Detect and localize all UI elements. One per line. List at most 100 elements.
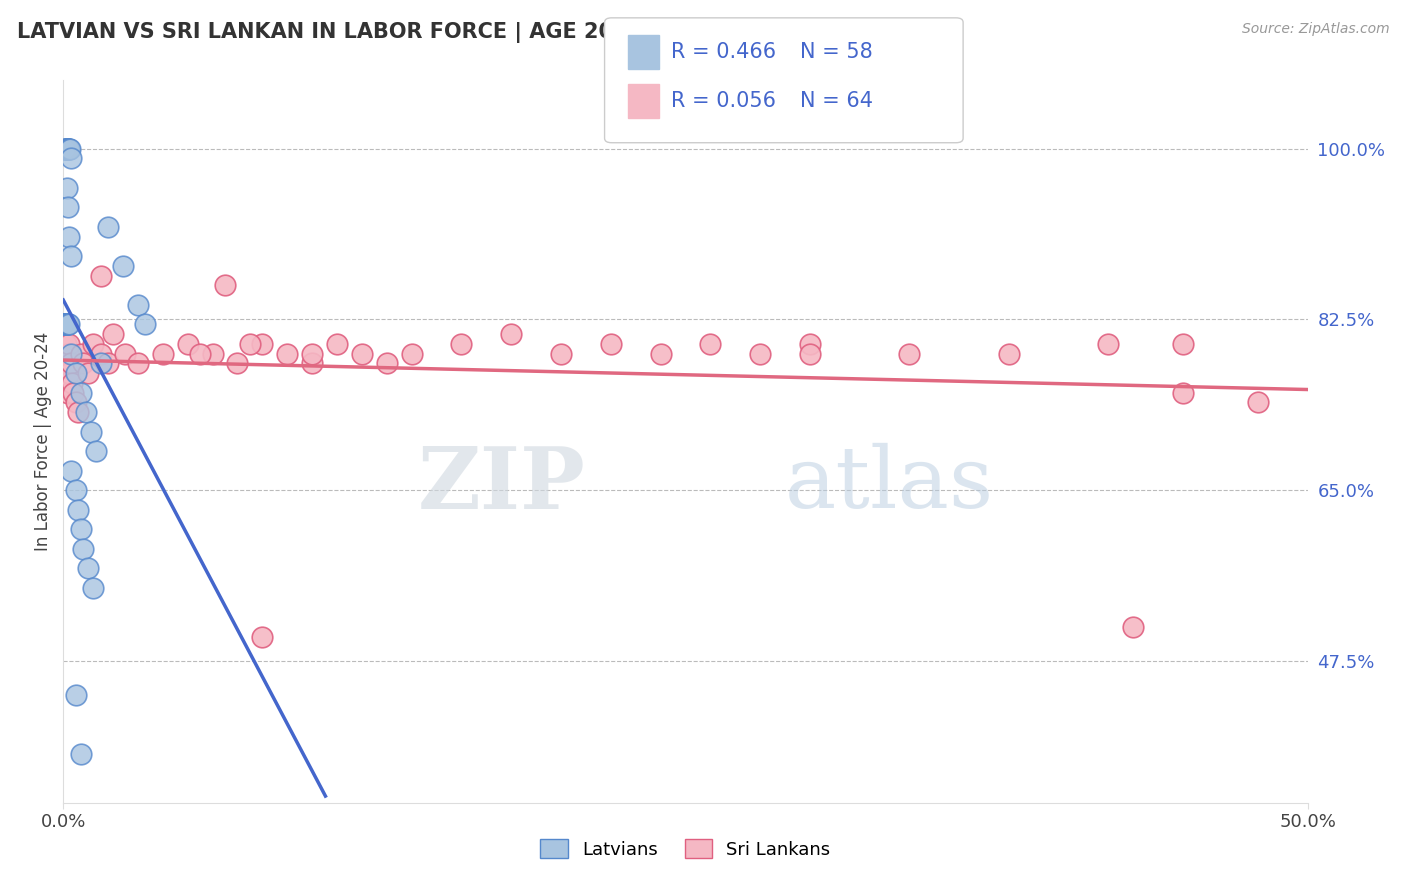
Sri Lankans [599, 337, 621, 351]
Sri Lankans [114, 346, 136, 360]
Sri Lankans [58, 337, 80, 351]
Latvians [55, 142, 77, 156]
Sri Lankans [1122, 620, 1144, 634]
Text: N = 64: N = 64 [800, 91, 873, 111]
Latvians [65, 483, 87, 498]
Text: atlas: atlas [785, 443, 994, 526]
Sri Lankans [72, 356, 94, 370]
Latvians [56, 180, 79, 194]
Latvians [53, 142, 76, 156]
Sri Lankans [898, 346, 921, 360]
Latvians [67, 503, 90, 517]
Latvians [55, 318, 77, 332]
Latvians [134, 318, 156, 332]
Sri Lankans [650, 346, 672, 360]
Latvians [53, 318, 76, 332]
Latvians [58, 142, 80, 156]
Sri Lankans [58, 346, 80, 360]
Sri Lankans [177, 337, 200, 351]
Sri Lankans [1173, 385, 1195, 400]
Latvians [53, 318, 76, 332]
Latvians [55, 318, 77, 332]
Latvians [59, 249, 82, 263]
Sri Lankans [69, 346, 91, 360]
Latvians [97, 219, 120, 234]
Sri Lankans [82, 337, 104, 351]
Latvians [77, 561, 100, 575]
Latvians [55, 142, 77, 156]
Sri Lankans [53, 376, 76, 390]
Sri Lankans [90, 346, 112, 360]
Sri Lankans [62, 385, 84, 400]
Text: Source: ZipAtlas.com: Source: ZipAtlas.com [1241, 22, 1389, 37]
Sri Lankans [301, 346, 323, 360]
Sri Lankans [101, 327, 124, 342]
Y-axis label: In Labor Force | Age 20-24: In Labor Force | Age 20-24 [34, 332, 52, 551]
Sri Lankans [127, 356, 149, 370]
Sri Lankans [65, 395, 87, 409]
Latvians [53, 318, 76, 332]
Sri Lankans [214, 278, 236, 293]
Sri Lankans [201, 346, 224, 360]
Latvians [60, 152, 83, 166]
Text: R = 0.466: R = 0.466 [671, 42, 776, 62]
Latvians [53, 318, 76, 332]
Latvians [65, 689, 87, 703]
Text: N = 58: N = 58 [800, 42, 873, 62]
Sri Lankans [53, 346, 76, 360]
Latvians [59, 464, 82, 478]
Sri Lankans [375, 356, 398, 370]
Latvians [59, 346, 82, 360]
Sri Lankans [501, 327, 523, 342]
Legend: Latvians, Sri Lankans: Latvians, Sri Lankans [533, 832, 838, 866]
Sri Lankans [67, 405, 90, 419]
Latvians [58, 318, 80, 332]
Sri Lankans [1097, 337, 1119, 351]
Sri Lankans [350, 346, 373, 360]
Sri Lankans [152, 346, 174, 360]
Latvians [127, 298, 149, 312]
Sri Lankans [60, 376, 83, 390]
Sri Lankans [252, 337, 274, 351]
Sri Lankans [55, 356, 77, 370]
Latvians [58, 142, 80, 156]
Latvians [53, 318, 76, 332]
Sri Lankans [90, 268, 112, 283]
Latvians [56, 142, 79, 156]
Latvians [56, 142, 79, 156]
Latvians [56, 318, 79, 332]
Latvians [111, 259, 134, 273]
Sri Lankans [55, 337, 77, 351]
Latvians [58, 142, 80, 156]
Sri Lankans [252, 630, 274, 644]
Latvians [65, 366, 87, 380]
Sri Lankans [56, 385, 79, 400]
Sri Lankans [998, 346, 1021, 360]
Latvians [53, 142, 76, 156]
Sri Lankans [226, 356, 249, 370]
Sri Lankans [56, 376, 79, 390]
Sri Lankans [550, 346, 572, 360]
Latvians [79, 425, 101, 439]
Latvians [75, 405, 97, 419]
Latvians [58, 200, 80, 214]
Latvians [58, 229, 80, 244]
Sri Lankans [799, 337, 821, 351]
Latvians [72, 541, 94, 556]
Sri Lankans [77, 366, 100, 380]
Sri Lankans [188, 346, 211, 360]
Latvians [59, 142, 82, 156]
Text: ZIP: ZIP [418, 443, 586, 527]
Sri Lankans [799, 346, 821, 360]
Latvians [90, 356, 112, 370]
Sri Lankans [58, 366, 80, 380]
Sri Lankans [749, 346, 772, 360]
Sri Lankans [1173, 337, 1195, 351]
Latvians [56, 318, 79, 332]
Latvians [69, 385, 91, 400]
Latvians [55, 318, 77, 332]
Latvians [53, 318, 76, 332]
Latvians [55, 318, 77, 332]
Sri Lankans [450, 337, 472, 351]
Latvians [82, 581, 104, 595]
